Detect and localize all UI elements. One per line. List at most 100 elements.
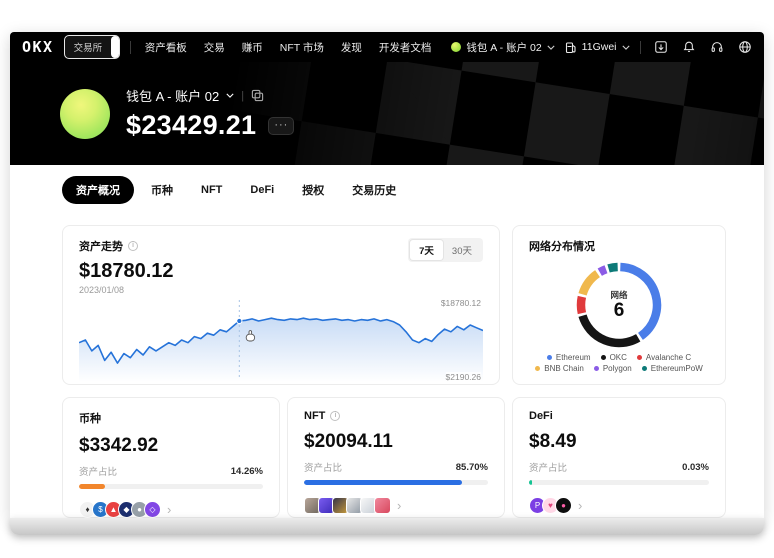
tab-4[interactable]: 授权: [291, 176, 335, 204]
defi-ratio-value: 0.03%: [682, 461, 709, 473]
asset-trend-chart[interactable]: $18780.12 $2190.26: [79, 298, 483, 382]
app-window: OKX 交易所 Web3钱包 资产看板 交易 赚币 NFT 市场 发现 开发者文档 钱包 …: [10, 32, 764, 518]
account-avatar-dot: [451, 42, 462, 52]
copy-address-icon[interactable]: [251, 89, 264, 102]
token-icon-0: ♦: [79, 501, 96, 518]
nav-item-5[interactable]: 开发者文档: [378, 41, 432, 54]
headset-icon[interactable]: [710, 40, 724, 54]
chart-max-label: $18780.12: [440, 298, 481, 308]
network-card-title: 网络分布情况: [529, 241, 595, 253]
more-actions-button[interactable]: ···: [268, 116, 295, 135]
donut-segment-avalanche-c: [576, 295, 587, 315]
tab-0[interactable]: 资产概况: [62, 176, 134, 204]
coins-card-title: 币种: [79, 413, 101, 425]
okx-logo: OKX: [22, 38, 54, 56]
chevron-down-icon[interactable]: [226, 93, 234, 98]
info-icon[interactable]: i: [128, 241, 138, 251]
donut-segment-polygon: [597, 265, 608, 276]
legend-label: OKC: [609, 353, 627, 362]
top-navbar: OKX 交易所 Web3钱包 资产看板 交易 赚币 NFT 市场 发现 开发者文档 钱包 …: [10, 32, 764, 62]
donut-center-label: 网络: [610, 289, 628, 300]
download-app-icon[interactable]: [654, 40, 668, 54]
nav-item-4[interactable]: 发现: [340, 41, 362, 54]
defi-protocol-icons: P ♥ ● ›: [529, 497, 709, 514]
toggle-exchange[interactable]: 交易所: [73, 43, 103, 54]
donut-segment-bnb-chain: [578, 270, 601, 296]
legend-dot: [535, 366, 541, 371]
nav-item-3[interactable]: NFT 市场: [279, 41, 324, 54]
nav-item-1[interactable]: 交易: [203, 41, 225, 54]
network-distribution-card: 网络分布情况 网络 6 Ethereum OKC Avalanche C BNB Ch…: [512, 225, 726, 385]
legend-item-4: Polygon: [593, 364, 632, 373]
toggle-web3-wallet[interactable]: Web3钱包: [111, 36, 120, 58]
nav-divider: [130, 40, 131, 54]
asset-trend-date: 2023/01/08: [79, 285, 125, 295]
coins-progress-bar: [79, 484, 263, 489]
coins-summary-card: 币种 $3342.92 资产占比 14.26% ♦ $ ▲ ◆ ● ◇ ›: [62, 397, 280, 518]
tab-5[interactable]: 交易历史: [341, 176, 407, 204]
gas-price-dropdown[interactable]: 11Gwei: [565, 41, 630, 54]
nft-ratio-value: 85.70%: [455, 461, 488, 473]
nft-value: $20094.11: [304, 431, 393, 452]
nav-item-2[interactable]: 赚币: [241, 41, 263, 54]
legend-item-0: Ethereum: [546, 353, 591, 362]
legend-label: Ethereum: [555, 353, 591, 362]
chevron-down-icon: [547, 45, 555, 50]
account-dropdown[interactable]: 钱包 A - 账户 02: [451, 40, 555, 55]
expand-chevron-right[interactable]: ›: [397, 498, 402, 513]
network-legend: Ethereum OKC Avalanche C BNB Chain Polygon Et…: [529, 353, 709, 373]
defi-summary-card: DeFi $8.49 资产占比 0.03% P ♥ ● ›: [512, 397, 726, 518]
coins-value: $3342.92: [79, 435, 159, 456]
wallet-name: 钱包 A - 账户 02: [126, 89, 220, 104]
asset-trend-card: 资产走势 i $18780.12 2023/01/08 7天 30天: [62, 225, 500, 385]
legend-dot: [641, 366, 647, 371]
tab-2[interactable]: NFT: [190, 178, 233, 202]
range-7d-button[interactable]: 7天: [410, 240, 443, 260]
nft-progress-bar: [304, 480, 488, 485]
defi-ratio-label: 资产占比: [529, 463, 568, 474]
legend-item-2: Avalanche C: [636, 353, 691, 362]
line-chart: [79, 300, 483, 382]
wallet-avatar: [60, 88, 110, 139]
token-icon-3: ◆: [118, 501, 135, 518]
legend-dot: [600, 355, 606, 360]
asset-trend-title: 资产走势: [79, 241, 123, 253]
coins-ratio-label: 资产占比: [79, 467, 118, 478]
checkered-background-pattern: [218, 62, 764, 165]
nft-thumbnail-5: [374, 497, 391, 514]
gas-price-label: 11Gwei: [581, 41, 617, 53]
nav-menu: 资产看板 交易 赚币 NFT 市场 发现 开发者文档: [145, 40, 432, 55]
donut-center-value: 6: [613, 299, 625, 321]
bell-icon[interactable]: [682, 40, 696, 54]
separator: |: [241, 89, 245, 102]
coins-token-icons: ♦ $ ▲ ◆ ● ◇ ›: [79, 501, 263, 518]
expand-chevron-right[interactable]: ›: [167, 502, 172, 517]
globe-language-icon[interactable]: [738, 40, 752, 54]
legend-label: EthereumPoW: [650, 364, 703, 373]
nav-divider: [639, 40, 640, 54]
nft-card-title: NFT: [304, 410, 326, 422]
range-30d-button[interactable]: 30天: [443, 240, 481, 260]
info-icon[interactable]: i: [330, 411, 341, 421]
token-icon-0: P: [529, 497, 546, 514]
tab-1[interactable]: 币种: [140, 176, 184, 204]
expand-chevron-right[interactable]: ›: [578, 498, 583, 513]
defi-value: $8.49: [529, 431, 577, 452]
token-icon-5: ◇: [144, 501, 161, 518]
defi-progress-bar: [529, 480, 709, 485]
nav-icon-buttons: [654, 40, 752, 54]
nft-thumbnails: ›: [304, 497, 488, 514]
chevron-down-icon: [621, 45, 630, 50]
defi-card-title: DeFi: [529, 410, 553, 422]
asset-tabs: 资产概况 币种 NFT DeFi 授权 交易历史: [10, 165, 764, 213]
total-balance: $23429.21: [126, 110, 257, 140]
legend-item-1: OKC: [600, 353, 627, 362]
donut-segment-ethereum: [619, 262, 662, 340]
asset-trend-value: $18780.12: [79, 260, 174, 282]
tab-3[interactable]: DeFi: [239, 178, 285, 202]
wallet-header: 钱包 A - 账户 02 | $23429.21 ···: [10, 62, 764, 165]
nav-item-0[interactable]: 资产看板: [144, 41, 187, 54]
legend-label: BNB Chain: [544, 364, 584, 373]
legend-dot: [593, 366, 599, 371]
